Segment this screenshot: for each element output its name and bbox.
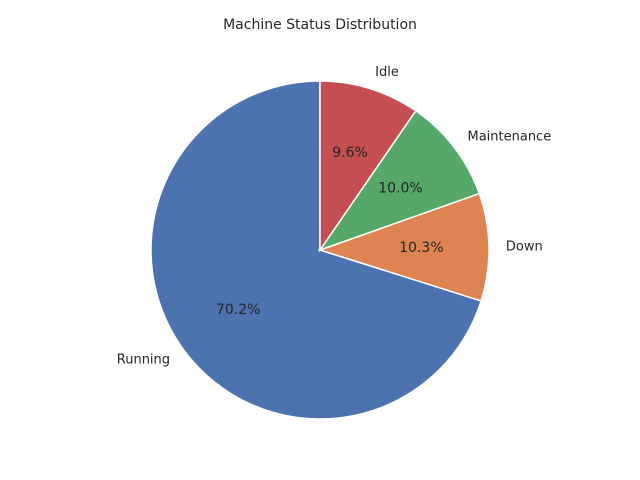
slice-percent-maintenance: 10.0%: [378, 180, 422, 196]
category-labels: Running Down Maintenance Idle: [117, 65, 551, 367]
slice-label-down: Down: [506, 239, 543, 254]
pie-slice-running: [150, 80, 483, 420]
slice-percent-running: 70.2%: [216, 302, 260, 318]
chart-title: Machine Status Distribution: [223, 17, 417, 33]
percent-labels: 70.2% 10.3% 10.0% 9.6%: [216, 145, 444, 318]
pie-slice-idle: [319, 80, 417, 253]
pie-slices: [150, 80, 490, 420]
pie-slice-maintenance: [318, 109, 481, 252]
slice-label-idle: Idle: [375, 65, 399, 80]
slice-percent-down: 10.3%: [399, 240, 443, 256]
pie-slice-down: [317, 192, 490, 302]
slice-label-running: Running: [117, 352, 170, 367]
slice-percent-idle: 9.6%: [332, 145, 368, 161]
slice-label-maintenance: Maintenance: [467, 129, 551, 144]
